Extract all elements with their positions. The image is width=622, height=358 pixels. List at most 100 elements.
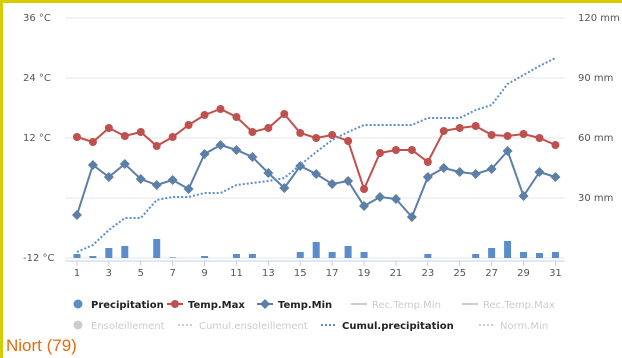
- bar: [121, 246, 129, 258]
- point: [167, 175, 178, 185]
- y-tick-label: 12 °C: [23, 133, 51, 144]
- x-tick-label: 17: [326, 268, 339, 279]
- x-tick-label: 1: [74, 268, 80, 279]
- bar: [89, 256, 97, 258]
- bar: [232, 254, 240, 258]
- legend-label: Ensoleillement: [91, 321, 165, 332]
- x-tick-label: 9: [201, 268, 207, 279]
- point: [183, 184, 194, 194]
- chart-title: Niort (79): [6, 336, 77, 355]
- x-tick-label: 5: [138, 268, 144, 279]
- point: [360, 185, 369, 193]
- point: [296, 129, 305, 137]
- point: [199, 149, 210, 159]
- series-line: [76, 57, 556, 253]
- bar: [551, 252, 559, 258]
- y2-tick-label: 90 mm: [578, 73, 613, 84]
- point: [119, 159, 130, 169]
- legend-symbol: [260, 299, 270, 309]
- point: [439, 127, 448, 135]
- x-tick-label: 11: [230, 268, 243, 279]
- bar: [472, 254, 480, 258]
- point: [248, 128, 257, 136]
- legend-symbol: [73, 320, 83, 330]
- x-tick-label: 3: [106, 268, 112, 279]
- point: [168, 133, 177, 141]
- bar: [169, 257, 177, 258]
- point: [312, 134, 321, 142]
- point: [518, 191, 529, 201]
- point: [375, 149, 384, 157]
- point: [407, 146, 416, 154]
- x-tick-label: 21: [390, 268, 403, 279]
- bar: [73, 254, 81, 258]
- point: [422, 172, 433, 182]
- y-tick-label: 24 °C: [23, 73, 51, 84]
- point: [264, 124, 273, 132]
- chart: 36 °C 24 °C 12 °C -12 °C 120 mm 90 mm 60 mm 30 …: [23, 13, 620, 332]
- x-tick-label: 31: [549, 268, 562, 279]
- point: [311, 169, 322, 179]
- point: [438, 163, 449, 173]
- y-tick-label: 36 °C: [23, 13, 51, 24]
- point: [120, 132, 129, 140]
- x-tick-label: 23: [421, 268, 434, 279]
- legend-symbol: [171, 300, 179, 308]
- bar: [520, 252, 528, 258]
- point: [550, 172, 561, 182]
- point: [471, 122, 480, 130]
- point: [72, 133, 81, 141]
- legend-label: Temp.Min: [278, 300, 332, 311]
- legend-label: Precipitation: [91, 300, 164, 311]
- x-tick-label: 15: [294, 268, 307, 279]
- bar: [248, 254, 256, 258]
- point: [551, 141, 560, 149]
- point: [232, 113, 241, 121]
- x-tick-label: 25: [453, 268, 466, 279]
- point: [215, 140, 226, 150]
- x-tick-label: 29: [517, 268, 530, 279]
- legend-label: Temp.Max: [188, 300, 245, 311]
- bar: [504, 241, 512, 258]
- point: [280, 110, 289, 118]
- point: [470, 169, 481, 179]
- y2-tick-label: 30 mm: [578, 193, 613, 204]
- point: [391, 146, 400, 154]
- x-tick-label: 19: [358, 268, 371, 279]
- point: [87, 160, 98, 170]
- series-line: [76, 143, 556, 219]
- point: [247, 152, 258, 162]
- point: [535, 134, 544, 142]
- y2-tick-label: 120 mm: [578, 13, 620, 24]
- y-tick-label: -12 °C: [23, 253, 55, 264]
- bar: [105, 248, 113, 258]
- point: [374, 192, 385, 202]
- point: [231, 145, 242, 155]
- point: [184, 121, 193, 129]
- x-tick-label: 7: [169, 268, 175, 279]
- point: [534, 167, 545, 177]
- point: [423, 158, 432, 166]
- point: [390, 194, 401, 204]
- bar: [535, 253, 543, 258]
- point: [487, 131, 496, 139]
- point: [454, 167, 465, 177]
- legend-label: Rec.Temp.Min: [372, 300, 441, 311]
- point: [151, 180, 162, 190]
- x-tick-label: 13: [262, 268, 275, 279]
- legend-label: Cumul.precipitation: [342, 321, 454, 332]
- bar: [328, 252, 336, 258]
- point: [103, 172, 114, 182]
- point: [279, 183, 290, 193]
- point: [343, 176, 354, 186]
- point: [519, 130, 528, 138]
- point: [328, 131, 337, 139]
- bar: [488, 248, 496, 258]
- point: [88, 138, 97, 146]
- point: [502, 146, 513, 156]
- bar: [201, 256, 209, 258]
- point: [200, 111, 209, 119]
- legend-label: Rec.Temp.Max: [483, 300, 555, 311]
- point: [136, 128, 145, 136]
